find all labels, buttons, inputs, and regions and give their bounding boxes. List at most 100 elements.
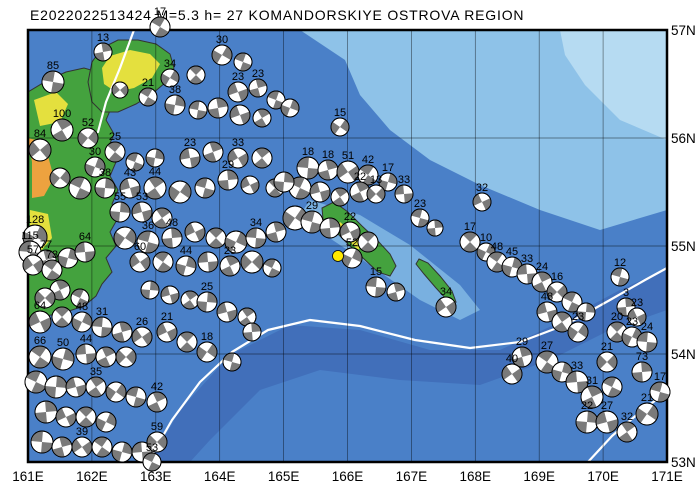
beachball-outline (160, 68, 180, 88)
focal-mechanism: 29 (511, 336, 533, 368)
beachball-outline (207, 97, 229, 119)
beachball-quadrants (45, 376, 67, 398)
focal-mechanism: 85 (41, 60, 65, 94)
beachball-quadrants (297, 157, 319, 179)
beachball-quadrants (502, 365, 522, 383)
focal-mechanism: 31 (91, 306, 113, 338)
beachball-outline (252, 108, 272, 128)
beachball-quadrants (76, 344, 96, 364)
focal-mechanism (34, 287, 56, 309)
beachball-outline (216, 301, 238, 323)
beachball-quadrants (95, 178, 115, 198)
beachball-quadrants (568, 323, 588, 341)
beachball-quadrants (52, 437, 72, 457)
lon-tick-label: 168E (460, 469, 492, 484)
focal-mechanism (202, 141, 224, 163)
depth-label: 50 (57, 337, 69, 349)
beachball-outline (394, 184, 414, 204)
beachball-quadrants (263, 259, 281, 277)
focal-mechanism: 38 (94, 167, 116, 199)
focal-mechanism: 42 (357, 154, 379, 186)
depth-label: 33 (521, 253, 533, 265)
depth-label: 52 (82, 117, 94, 129)
focal-mechanism (426, 219, 444, 237)
focal-mechanism: 59 (146, 421, 168, 453)
beachball-quadrants (340, 222, 360, 242)
focal-mechanism (95, 411, 117, 433)
beachball-quadrants (234, 53, 252, 71)
depth-label: 44 (149, 166, 161, 178)
beachball-quadrants (243, 323, 261, 341)
beachball-outline (616, 421, 638, 443)
peninsula-highland (102, 50, 160, 92)
beachball-quadrants (241, 176, 259, 194)
beachball-quadrants (70, 177, 90, 199)
beachball-outline (91, 436, 113, 458)
beachball-outline (125, 152, 145, 172)
focal-mechanism (140, 280, 160, 300)
beachball-outline (565, 370, 589, 394)
depth-label: 23 (631, 297, 643, 309)
beachball-outline (636, 331, 658, 353)
beachball-quadrants (228, 149, 248, 167)
focal-mechanism: 32 (472, 182, 492, 212)
beachball-quadrants (179, 332, 195, 352)
beachball-outline (536, 301, 558, 323)
focal-mechanism: 50 (51, 337, 75, 371)
beachball-outline (601, 376, 623, 398)
focal-mechanism (49, 167, 71, 189)
beachball-outline (149, 16, 171, 38)
beachball-outline (93, 42, 113, 62)
beachball-outline (319, 217, 341, 239)
focal-mechanism (188, 100, 208, 120)
focal-mechanism: 48 (161, 217, 183, 249)
focal-mechanism (576, 302, 596, 322)
beachball-outline (240, 250, 264, 274)
plate-boundary-line-trench (146, 266, 667, 462)
beachball-outline (91, 316, 113, 338)
focal-mechanism: 30 (211, 34, 233, 66)
lon-tick-label: 163E (140, 469, 172, 484)
beachball-quadrants (185, 222, 205, 242)
beachball-outline (142, 452, 162, 472)
beachball-quadrants (553, 312, 571, 332)
focal-mechanism: 18 (196, 331, 218, 363)
depth-label: 38 (169, 84, 181, 96)
depth-label: 38 (99, 167, 111, 179)
focal-mechanism (68, 176, 92, 200)
depth-label: 115 (21, 230, 39, 242)
focal-mechanism: 21 (138, 77, 158, 107)
beachball-outline (175, 255, 197, 277)
beachball-quadrants (379, 173, 397, 191)
beachball-outline (68, 176, 92, 200)
beachball-outline (561, 291, 583, 313)
beachball-quadrants (650, 382, 670, 402)
beachball-quadrants (611, 268, 629, 286)
focal-mechanism: 84 (28, 128, 52, 162)
beachball-outline (459, 231, 481, 253)
beachball-quadrants (266, 222, 286, 242)
beachball-quadrants (50, 280, 70, 300)
beachball-quadrants (56, 407, 76, 427)
beachball-quadrants (552, 362, 572, 382)
focal-mechanism: 13 (93, 32, 113, 62)
focal-mechanism: 24 (531, 261, 553, 293)
lat-tick-label: 55N (671, 239, 696, 254)
beachball-quadrants (31, 431, 53, 453)
focal-mechanism: 22 (349, 171, 371, 203)
depth-label: 57 (27, 244, 39, 256)
beachball-outline (41, 70, 65, 94)
beachball-quadrants (395, 185, 413, 203)
beachball-outline (138, 87, 158, 107)
beachball-outline (125, 386, 147, 408)
shallow-sea-light-region (560, 30, 667, 140)
beachball-quadrants (212, 46, 232, 64)
focal-mechanism (357, 231, 379, 253)
focal-mechanism (386, 282, 406, 302)
plot-title: E2022022513424 M=5.3 h= 27 KOMANDORSKIYE… (30, 7, 524, 23)
beachball-outline (365, 276, 387, 298)
event-marker (332, 250, 344, 262)
beachball-quadrants (161, 70, 179, 86)
beachball-outline (28, 310, 52, 334)
focal-mechanism: 60 (129, 241, 151, 273)
